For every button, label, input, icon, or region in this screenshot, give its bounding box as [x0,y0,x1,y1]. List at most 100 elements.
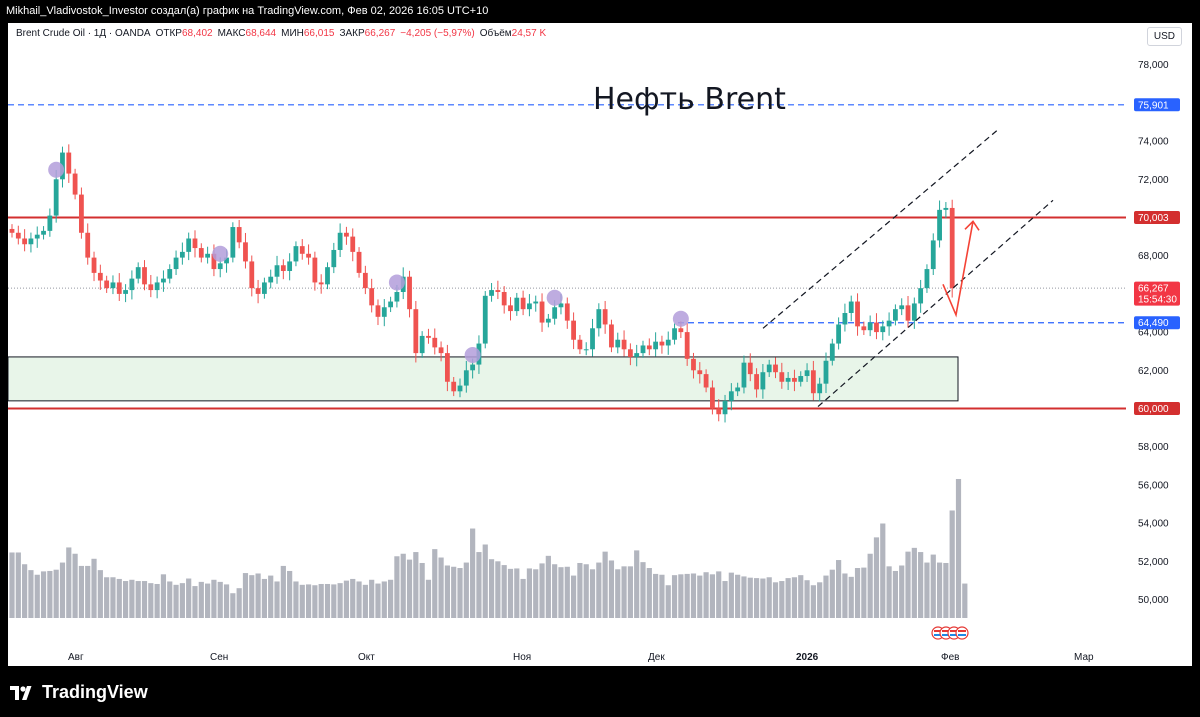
date-tick-label: Окт [358,652,375,663]
legend-volume: 24,57 K [511,28,547,39]
volume-bar [375,583,381,618]
volume-bar [854,568,861,618]
volume-bar [135,581,141,618]
candle-body [482,295,488,344]
date-tick-label: Мар [1074,652,1094,663]
candle-body [438,347,444,354]
volume-bar [85,565,91,618]
volume-bar [476,552,482,618]
price-tick-label: 52,000 [1138,557,1169,568]
volume-bar [91,558,97,618]
candle-body [457,385,463,392]
volume-bar [634,550,640,618]
price-tick-label: 64,000 [1138,328,1169,339]
candle-body [564,303,570,321]
date-tick-label: Дек [648,652,665,663]
volume-bar [211,579,217,618]
candle-body [350,236,356,252]
volume-bar [918,552,924,618]
candle-body [855,301,860,327]
price-tag-75: 75,901 [1134,98,1180,112]
volume-bar [261,578,267,618]
candle-body [577,339,583,350]
volume-bar [842,573,848,618]
candle-body [728,391,734,401]
price-tag-60: 60,000 [1134,402,1180,415]
volume-bar [886,566,892,618]
volume-bar [318,583,324,618]
price-tag-60-bg [1134,402,1180,415]
volume-bar [526,568,533,618]
tradingview-brand: TradingView [42,682,148,702]
candle-body [716,408,722,415]
candle-body [545,318,551,323]
volume-bar [690,573,697,618]
candle-body [22,238,28,245]
volume-bar [205,583,211,618]
event-flag-icon[interactable] [955,626,969,640]
tradingview-logo[interactable]: TradingView [10,682,148,703]
volume-bar [388,579,394,618]
volume-bar [646,568,652,618]
candle-body [741,362,747,388]
candle-body [179,251,185,258]
date-tick-label: Сен [210,652,228,663]
volume-bar [40,571,47,618]
candle-body [867,322,873,331]
legend-symbol[interactable]: Brent Crude Oil · 1Д · OANDA [16,28,151,39]
volume-bar [621,566,627,618]
volume-bar [716,571,722,618]
chart-area[interactable]: Нефть Brent78,00076,00074,00072,00070,00… [8,23,1192,666]
event-flag-ring [955,626,969,640]
volume-bar [753,578,760,618]
volume-bar [154,583,160,618]
volume-bar [268,575,274,618]
volume-bar [280,565,286,618]
candle-body [615,339,621,348]
volume-bar [9,552,15,618]
volume-bar [583,564,589,618]
candle-body [470,364,476,371]
volume-bar [482,544,488,618]
legend-low-label: МИН [281,28,304,39]
price-tick-label: 54,000 [1138,519,1169,530]
candle-body [527,303,532,310]
volume-bar [678,574,684,618]
volume-bar [798,575,804,618]
legend-low: 66,015 [303,28,335,39]
volume-bar [463,562,469,618]
candle-body [918,288,924,304]
volume-bar [66,547,72,618]
volume-bar [804,580,810,618]
volume-bar [507,568,514,618]
volume-bar [615,569,621,618]
volume-bar [817,582,823,618]
volume-bar [217,581,223,618]
legend-open: 68,402 [181,28,213,39]
volume-bar [457,568,463,618]
price-tag-75-text: 75,901 [1138,100,1169,111]
legend-change: −4,205 (−5,97%) [400,28,475,39]
volume-bar [53,569,59,618]
candle-body [533,301,539,304]
candle-body [217,263,223,270]
forecast-arrow [942,221,974,318]
volume-bar [419,562,425,618]
price-chart[interactable]: Нефть Brent78,00076,00074,00072,00070,00… [8,23,1192,666]
price-tick-label: 72,000 [1138,175,1169,186]
candle-body [53,179,59,216]
volume-bar [394,556,400,618]
currency-button[interactable]: USD [1146,27,1182,46]
candle-body [848,301,854,313]
volume-bar [400,553,406,618]
candle-body [85,232,91,258]
volume-bar [558,567,564,618]
candle-body [413,309,419,354]
candle-body [312,257,318,283]
volume-bar [589,569,596,618]
volume-bar [356,581,362,618]
symbol-legend: Brent Crude Oil · 1Д · OANDA ОТКР 68,402 … [16,28,546,39]
volume-bar [236,588,242,618]
candle-body [501,291,507,306]
candle-body [697,370,703,375]
